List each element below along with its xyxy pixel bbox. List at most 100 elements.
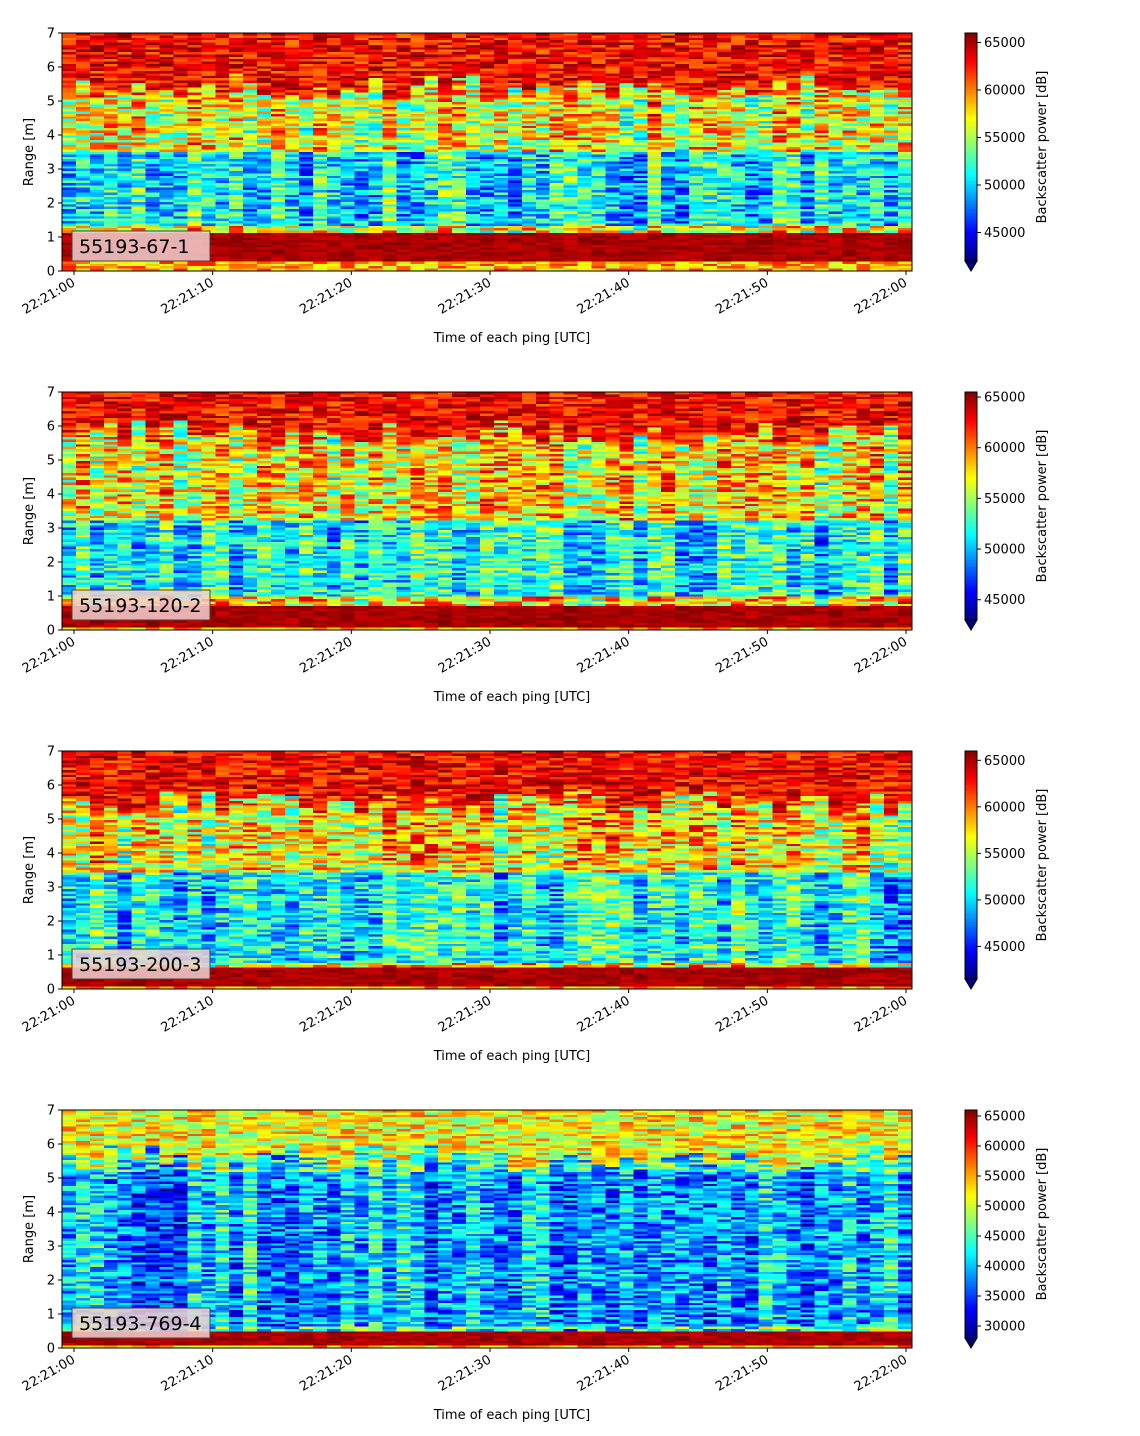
y-tick-label: 1	[47, 949, 55, 964]
y-tick-label: 6	[47, 61, 55, 76]
colorbar-label: Backscatter power [dB]	[1035, 1148, 1050, 1301]
x-tick-label: 22:21:10	[159, 634, 217, 676]
y-tick-label: 3	[47, 163, 55, 178]
x-tick-label: 22:21:10	[159, 993, 217, 1035]
y-axis-label: Range [m]	[22, 118, 37, 186]
x-tick-label: 22:21:30	[436, 275, 494, 317]
colorbar-extend-min	[965, 620, 977, 630]
y-tick-label: 1	[47, 590, 55, 605]
y-tick-label: 2	[47, 1274, 55, 1289]
colorbar-tick-label: 45000	[984, 940, 1025, 955]
y-tick-label: 4	[47, 488, 55, 503]
y-tick-label: 7	[47, 27, 55, 42]
x-tick-label: 22:21:40	[575, 275, 633, 317]
colorbar-label: Backscatter power [dB]	[1035, 71, 1050, 224]
colorbar-tick-label: 60000	[984, 1140, 1025, 1155]
y-tick-label: 3	[47, 522, 55, 537]
x-tick-label: 22:22:00	[852, 1352, 910, 1394]
x-tick-label: 22:21:10	[159, 275, 217, 317]
colorbar-tick-label: 65000	[984, 1110, 1025, 1125]
y-tick-label: 0	[47, 983, 55, 998]
x-tick-label: 22:21:00	[20, 634, 78, 676]
panel-3: 0 1 2 3 4 5 6 7 22:21:00 22:21:10 22:21:20 22:21:30…	[20, 745, 1050, 1065]
colorbar-tick-label: 55000	[984, 847, 1025, 862]
colorbar-tick-label: 60000	[984, 800, 1025, 815]
y-axis-label: Range [m]	[22, 477, 37, 545]
y-tick-label: 2	[47, 915, 55, 930]
x-tick-label: 22:21:40	[575, 993, 633, 1035]
y-tick-label: 6	[47, 779, 55, 794]
y-axis-label: Range [m]	[22, 836, 37, 904]
colorbar-tick-label: 50000	[984, 179, 1025, 194]
y-tick-label: 2	[47, 556, 55, 571]
colorbar-extend-min	[965, 261, 977, 271]
x-tick-label: 22:21:20	[297, 275, 355, 317]
y-tick-label: 7	[47, 745, 55, 760]
y-tick-label: 2	[47, 197, 55, 212]
colorbar-tick-label: 50000	[984, 543, 1025, 558]
y-tick-label: 0	[47, 624, 55, 639]
colorbar-tick-label: 45000	[984, 1230, 1025, 1245]
y-tick-label: 4	[47, 847, 55, 862]
y-tick-label: 1	[47, 1308, 55, 1323]
colorbar-tick-label: 35000	[984, 1290, 1025, 1305]
y-tick-label: 1	[47, 231, 55, 246]
x-tick-label: 22:21:00	[20, 993, 78, 1035]
colorbar	[965, 751, 977, 980]
x-tick-label: 22:21:00	[20, 275, 78, 317]
y-tick-label: 7	[47, 1104, 55, 1119]
x-axis-label: Time of each ping [UTC]	[433, 1408, 591, 1423]
panel-label: 55193-120-2	[79, 595, 202, 617]
x-tick-label: 22:21:50	[713, 1352, 771, 1394]
x-tick-label: 22:21:30	[436, 993, 494, 1035]
x-tick-label: 22:21:20	[297, 634, 355, 676]
y-axis-label: Range [m]	[22, 1195, 37, 1263]
y-tick-label: 5	[47, 1172, 55, 1187]
y-tick-label: 6	[47, 1138, 55, 1153]
x-tick-label: 22:21:50	[713, 993, 771, 1035]
x-tick-label: 22:21:20	[297, 1352, 355, 1394]
x-tick-label: 22:22:00	[852, 275, 910, 317]
colorbar-extend-min	[965, 979, 977, 989]
colorbar-tick-label: 50000	[984, 893, 1025, 908]
colorbar-tick-label: 65000	[984, 754, 1025, 769]
x-tick-label: 22:21:50	[713, 634, 771, 676]
colorbar	[965, 33, 977, 262]
x-tick-label: 22:21:50	[713, 275, 771, 317]
x-axis-label: Time of each ping [UTC]	[433, 331, 591, 346]
x-tick-label: 22:21:20	[297, 993, 355, 1035]
colorbar-tick-label: 55000	[984, 492, 1025, 507]
y-tick-label: 3	[47, 1240, 55, 1255]
colorbar-extend-min	[965, 1338, 977, 1348]
colorbar-label: Backscatter power [dB]	[1035, 430, 1050, 583]
colorbar-tick-label: 65000	[984, 36, 1025, 51]
colorbar-tick-label: 60000	[984, 441, 1025, 456]
x-tick-label: 22:21:30	[436, 1352, 494, 1394]
colorbar-tick-label: 50000	[984, 1200, 1025, 1215]
x-tick-label: 22:21:00	[20, 1352, 78, 1394]
colorbar-tick-label: 55000	[984, 131, 1025, 146]
y-tick-label: 4	[47, 1206, 55, 1221]
x-axis-label: Time of each ping [UTC]	[433, 1049, 591, 1064]
colorbar-tick-label: 60000	[984, 84, 1025, 99]
colorbar-tick-label: 65000	[984, 391, 1025, 406]
y-tick-label: 3	[47, 881, 55, 896]
x-tick-label: 22:21:30	[436, 634, 494, 676]
y-tick-label: 5	[47, 454, 55, 469]
colorbar-tick-label: 45000	[984, 226, 1025, 241]
colorbar-tick-label: 55000	[984, 1170, 1025, 1185]
x-tick-label: 22:22:00	[852, 993, 910, 1035]
y-tick-label: 7	[47, 386, 55, 401]
panel-label: 55193-769-4	[79, 1313, 202, 1335]
colorbar-tick-label: 30000	[984, 1320, 1025, 1335]
panel-label: 55193-200-3	[79, 954, 202, 976]
y-tick-label: 5	[47, 813, 55, 828]
y-tick-label: 5	[47, 95, 55, 110]
colorbar-label: Backscatter power [dB]	[1035, 789, 1050, 942]
panel-label: 55193-67-1	[79, 236, 189, 258]
